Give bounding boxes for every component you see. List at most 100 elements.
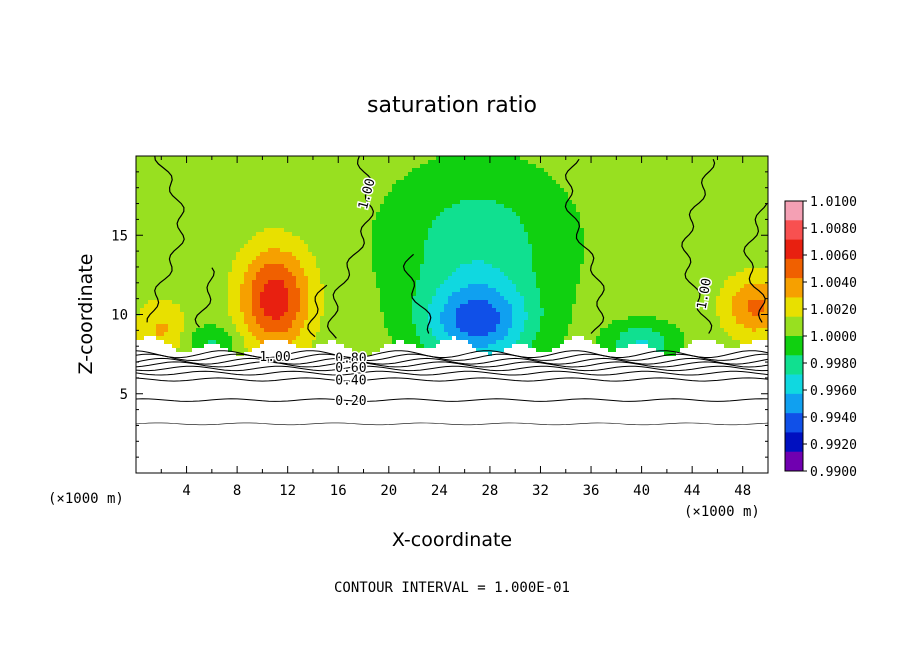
field-cell [176, 164, 180, 168]
field-cell [416, 248, 420, 252]
field-cell [532, 276, 536, 280]
field-cell [524, 268, 528, 272]
field-cell [276, 276, 280, 280]
field-cell [496, 164, 500, 168]
field-cell [384, 156, 388, 160]
field-cell [764, 256, 768, 260]
field-cell [488, 196, 492, 200]
field-cell [484, 200, 488, 204]
field-cell [684, 192, 688, 196]
field-cell [240, 196, 244, 200]
field-cell [584, 164, 588, 168]
field-cell [576, 160, 580, 164]
field-cell [336, 216, 340, 220]
field-cell [592, 192, 596, 196]
field-cell [232, 184, 236, 188]
field-cell [344, 176, 348, 180]
field-cell [260, 208, 264, 212]
field-cell [368, 260, 372, 264]
field-cell [676, 184, 680, 188]
field-cell [448, 188, 452, 192]
field-cell [536, 276, 540, 280]
field-cell [204, 188, 208, 192]
field-cell [400, 192, 404, 196]
field-cell [436, 184, 440, 188]
field-cell [620, 200, 624, 204]
field-cell [400, 240, 404, 244]
field-cell [400, 216, 404, 220]
field-cell [328, 216, 332, 220]
field-cell [612, 260, 616, 264]
field-cell [180, 168, 184, 172]
field-cell [620, 236, 624, 240]
field-cell [536, 228, 540, 232]
field-cell [372, 172, 376, 176]
field-cell [252, 156, 256, 160]
field-cell [264, 228, 268, 232]
field-cell [328, 224, 332, 228]
field-cell [144, 192, 148, 196]
field-cell [512, 196, 516, 200]
field-cell [620, 192, 624, 196]
field-cell [548, 208, 552, 212]
field-cell [256, 172, 260, 176]
field-cell [756, 200, 760, 204]
field-cell [604, 224, 608, 228]
field-cell [308, 196, 312, 200]
field-cell [420, 220, 424, 224]
field-cell [440, 176, 444, 180]
field-cell [672, 216, 676, 220]
field-cell [448, 156, 452, 160]
field-cell [452, 164, 456, 168]
field-cell [700, 240, 704, 244]
field-cell [208, 180, 212, 184]
field-cell [268, 244, 272, 248]
field-cell [536, 248, 540, 252]
field-cell [188, 196, 192, 200]
field-cell [324, 208, 328, 212]
field-cell [612, 156, 616, 160]
field-cell [724, 176, 728, 180]
field-cell [436, 244, 440, 248]
field-cell [284, 248, 288, 252]
field-cell [324, 228, 328, 232]
field-cell [520, 200, 524, 204]
field-cell [632, 160, 636, 164]
field-cell [276, 200, 280, 204]
field-cell [192, 188, 196, 192]
field-cell [432, 196, 436, 200]
field-cell [692, 240, 696, 244]
field-cell [184, 188, 188, 192]
field-cell [452, 264, 456, 268]
field-cell [272, 240, 276, 244]
field-cell [652, 180, 656, 184]
field-cell [316, 236, 320, 240]
field-cell [532, 240, 536, 244]
field-cell [728, 192, 732, 196]
field-cell [512, 208, 516, 212]
field-cell [372, 244, 376, 248]
field-cell [188, 280, 192, 284]
field-cell [368, 248, 372, 252]
field-cell [248, 224, 252, 228]
field-cell [304, 252, 308, 256]
field-cell [644, 216, 648, 220]
field-cell [304, 176, 308, 180]
field-cell [284, 192, 288, 196]
field-cell [528, 220, 532, 224]
field-cell [540, 204, 544, 208]
field-cell [196, 244, 200, 248]
field-cell [512, 160, 516, 164]
field-cell [284, 172, 288, 176]
field-cell [348, 232, 352, 236]
field-cell [368, 220, 372, 224]
field-cell [248, 156, 252, 160]
field-cell [272, 196, 276, 200]
field-cell [204, 180, 208, 184]
field-cell [224, 224, 228, 228]
field-cell [644, 164, 648, 168]
field-cell [644, 232, 648, 236]
field-cell [216, 164, 220, 168]
field-cell [360, 188, 364, 192]
field-cell [600, 212, 604, 216]
